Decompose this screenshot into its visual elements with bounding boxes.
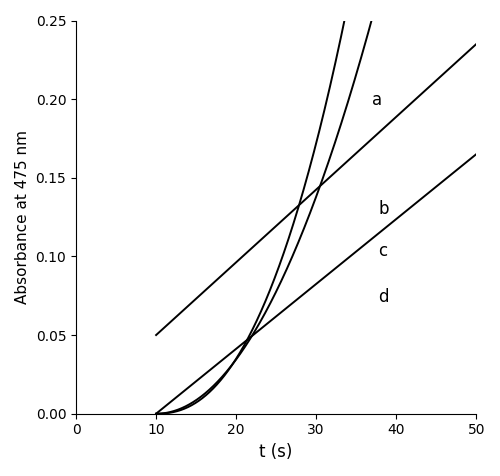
X-axis label: t (s): t (s) bbox=[260, 443, 293, 461]
Text: b: b bbox=[378, 200, 389, 218]
Text: c: c bbox=[378, 242, 388, 260]
Y-axis label: Absorbance at 475 nm: Absorbance at 475 nm bbox=[15, 130, 30, 304]
Text: d: d bbox=[378, 288, 389, 306]
Text: a: a bbox=[372, 91, 382, 109]
